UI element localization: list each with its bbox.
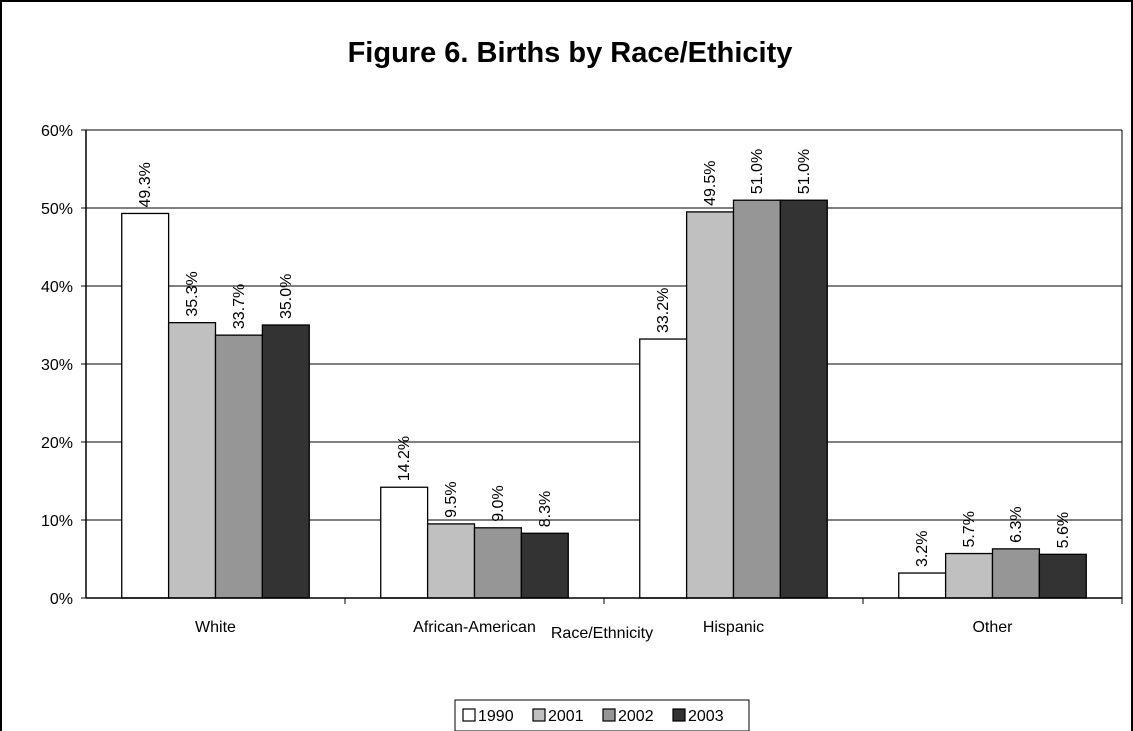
bar xyxy=(779,199,828,599)
bar xyxy=(426,523,476,599)
x-axis-ticks: White African-American Hispanic Other xyxy=(195,619,1013,636)
y-tick-label: 40% xyxy=(41,279,73,296)
bar xyxy=(639,338,688,599)
data-label: 35.3% xyxy=(184,271,201,316)
data-label: 3.2% xyxy=(914,531,931,567)
y-tick-label: 50% xyxy=(41,201,73,218)
y-tick-label: 60% xyxy=(41,123,73,140)
data-label: 33.7% xyxy=(231,284,248,329)
bar xyxy=(520,532,569,599)
legend-label: 1990 xyxy=(478,708,514,725)
bar xyxy=(1038,553,1087,599)
data-label: 14.2% xyxy=(396,436,413,481)
bar xyxy=(944,552,994,599)
data-label: 9.0% xyxy=(490,485,507,521)
data-label: 6.3% xyxy=(1008,506,1025,542)
legend-swatch xyxy=(532,708,546,722)
data-label: 5.6% xyxy=(1055,512,1072,548)
chart-title: Figure 6. Births by Race/Ethicity xyxy=(348,37,793,69)
bar xyxy=(473,527,523,599)
legend-swatch xyxy=(462,708,476,722)
x-axis-title: Race/Ethnicity xyxy=(551,625,653,642)
x-tick-label: Hispanic xyxy=(703,619,764,636)
x-tick-label: White xyxy=(195,619,236,636)
legend-swatch xyxy=(672,708,686,722)
data-label: 35.0% xyxy=(278,274,295,319)
data-label: 49.3% xyxy=(137,162,154,207)
data-label: 5.7% xyxy=(961,511,978,547)
bars xyxy=(121,199,1087,599)
legend-label: 2002 xyxy=(618,708,654,725)
x-tick-label: Other xyxy=(972,619,1013,636)
bar xyxy=(991,548,1041,599)
legend-label: 2003 xyxy=(688,708,724,725)
bar xyxy=(685,211,735,599)
data-label: 51.0% xyxy=(749,149,766,194)
data-labels: 49.3% 35.3% 33.7% 35.0% 14.2% 9.5% 9.0% 8.3% 33.… xyxy=(137,149,1072,567)
legend-box xyxy=(454,699,750,731)
bar xyxy=(167,322,217,599)
bar xyxy=(214,334,264,599)
data-label: 51.0% xyxy=(796,149,813,194)
y-axis-ticks: 0% 10% 20% 30% 40% 50% 60% xyxy=(41,123,73,608)
legend: 1990 2001 2002 2003 xyxy=(454,699,750,731)
y-tick-label: 30% xyxy=(41,357,73,374)
legend-swatch xyxy=(602,708,616,722)
bar xyxy=(898,572,947,599)
y-tick-label: 20% xyxy=(41,435,73,452)
data-label: 33.2% xyxy=(655,288,672,333)
y-tick-label: 0% xyxy=(50,591,73,608)
legend-label: 2001 xyxy=(548,708,584,725)
bar xyxy=(732,199,782,599)
data-label: 8.3% xyxy=(537,491,554,527)
y-tick-label: 10% xyxy=(41,513,73,530)
data-label: 49.5% xyxy=(702,161,719,206)
bar xyxy=(261,324,310,599)
bar xyxy=(121,212,170,599)
bar xyxy=(380,486,429,599)
x-tick-label: African-American xyxy=(413,619,536,636)
data-label: 9.5% xyxy=(443,481,460,517)
axes xyxy=(81,129,1123,604)
